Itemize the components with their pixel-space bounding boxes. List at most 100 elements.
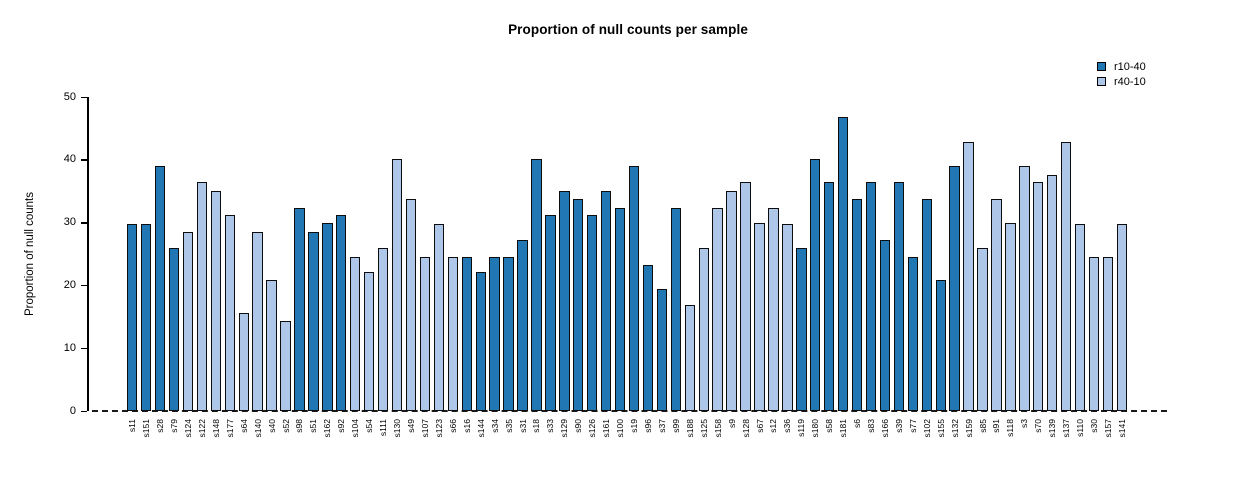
bar-s181 — [837, 117, 849, 411]
x-label-s83: s83 — [866, 419, 877, 433]
x-label-s54: s54 — [364, 419, 375, 433]
legend-row-r40-10: r40-10 — [1097, 74, 1146, 89]
bar-s51 — [308, 232, 319, 411]
y-tick-50 — [81, 96, 87, 98]
bar-s129 — [559, 191, 570, 411]
y-tick-label-30: 30 — [63, 216, 76, 229]
x-label-s51: s51 — [308, 419, 319, 433]
bar-s92 — [336, 215, 347, 411]
x-label-s35: s35 — [503, 419, 514, 433]
x-label-s151: s151 — [141, 419, 152, 438]
x-label-s126: s126 — [587, 419, 598, 438]
bar-s137 — [1060, 141, 1072, 411]
y-tick-0 — [81, 410, 87, 412]
x-label-s96: s96 — [642, 419, 653, 433]
x-label-s79: s79 — [169, 419, 180, 433]
bar-s52 — [280, 321, 291, 411]
x-label-s139: s139 — [1047, 419, 1058, 438]
x-label-s91: s91 — [991, 419, 1002, 433]
bar-s119 — [796, 247, 807, 411]
bar-s111 — [377, 247, 389, 411]
y-axis-line — [87, 97, 89, 411]
bar-s83 — [865, 182, 877, 411]
bar-s99 — [670, 207, 682, 411]
chart-legend: r10-40 r40-10 — [1097, 59, 1146, 89]
x-label-s144: s144 — [475, 419, 486, 438]
x-label-s37: s37 — [656, 419, 667, 433]
bar-s18 — [531, 158, 542, 411]
x-label-s124: s124 — [182, 419, 193, 438]
bar-s30 — [1088, 257, 1100, 411]
bar-s70 — [1033, 182, 1044, 411]
x-label-s111: s111 — [378, 419, 389, 437]
y-tick-label-0: 0 — [69, 404, 76, 417]
bar-s3 — [1019, 166, 1030, 411]
bar-s161 — [600, 191, 612, 411]
bar-s157 — [1102, 257, 1114, 411]
bar-s36 — [782, 223, 793, 411]
x-label-s180: s180 — [810, 419, 821, 438]
x-label-s36: s36 — [782, 419, 793, 433]
x-label-s19: s19 — [629, 419, 640, 433]
x-label-s166: s166 — [879, 419, 890, 438]
x-label-s132: s132 — [949, 419, 960, 438]
bar-s104 — [350, 257, 361, 411]
x-label-s64: s64 — [238, 419, 249, 433]
bar-s64 — [238, 313, 249, 411]
x-label-s100: s100 — [615, 419, 626, 438]
bar-s79 — [168, 248, 180, 411]
bar-s90 — [573, 199, 584, 411]
x-label-s123: s123 — [433, 419, 444, 438]
bar-s155 — [935, 280, 946, 411]
bar-s102 — [921, 199, 932, 411]
bar-s40 — [266, 280, 277, 411]
x-label-s104: s104 — [350, 419, 361, 438]
x-label-s11: s11 — [127, 419, 138, 433]
bar-s107 — [419, 257, 431, 411]
bar-s144 — [475, 272, 486, 411]
x-label-s129: s129 — [559, 419, 570, 438]
bar-s37 — [656, 288, 668, 411]
y-tick-label-10: 10 — [63, 341, 76, 354]
x-label-s141: s141 — [1116, 419, 1127, 438]
x-label-s77: s77 — [907, 419, 918, 433]
bar-s166 — [879, 239, 891, 411]
x-label-s99: s99 — [670, 419, 681, 433]
x-label-s34: s34 — [489, 419, 500, 433]
chart-title: Proportion of null counts per sample — [508, 22, 748, 37]
legend-label: r10-40 — [1114, 60, 1146, 73]
x-label-s40: s40 — [266, 419, 277, 433]
bar-s118 — [1005, 223, 1016, 411]
bar-s123 — [433, 223, 445, 411]
x-label-s31: s31 — [517, 419, 528, 433]
y-tick-label-50: 50 — [63, 90, 76, 103]
x-label-s159: s159 — [963, 419, 974, 438]
x-label-s181: s181 — [838, 419, 849, 438]
bar-s85 — [977, 247, 988, 411]
x-label-s140: s140 — [252, 419, 263, 438]
x-label-s102: s102 — [921, 419, 932, 438]
x-label-s49: s49 — [406, 419, 416, 433]
y-tick-30 — [81, 222, 87, 224]
x-label-s52: s52 — [280, 419, 291, 433]
x-label-s90: s90 — [573, 419, 584, 433]
x-label-s177: s177 — [224, 419, 235, 438]
bar-s33 — [545, 215, 556, 411]
bar-s39 — [893, 182, 905, 411]
x-label-s188: s188 — [684, 419, 695, 438]
bar-s66 — [447, 257, 458, 411]
bar-s148 — [210, 191, 222, 411]
x-label-s12: s12 — [768, 419, 779, 433]
x-label-s98: s98 — [294, 419, 305, 433]
x-label-s130: s130 — [392, 419, 403, 438]
x-label-s122: s122 — [196, 419, 207, 438]
legend-label: r40-10 — [1114, 75, 1146, 88]
y-tick-20 — [81, 284, 87, 287]
bar-s28 — [154, 166, 166, 411]
x-label-s67: s67 — [754, 419, 765, 433]
bar-s132 — [949, 166, 960, 411]
y-tick-10 — [81, 347, 87, 350]
legend-row-r10-40: r10-40 — [1097, 59, 1146, 74]
bar-s128 — [740, 182, 751, 411]
